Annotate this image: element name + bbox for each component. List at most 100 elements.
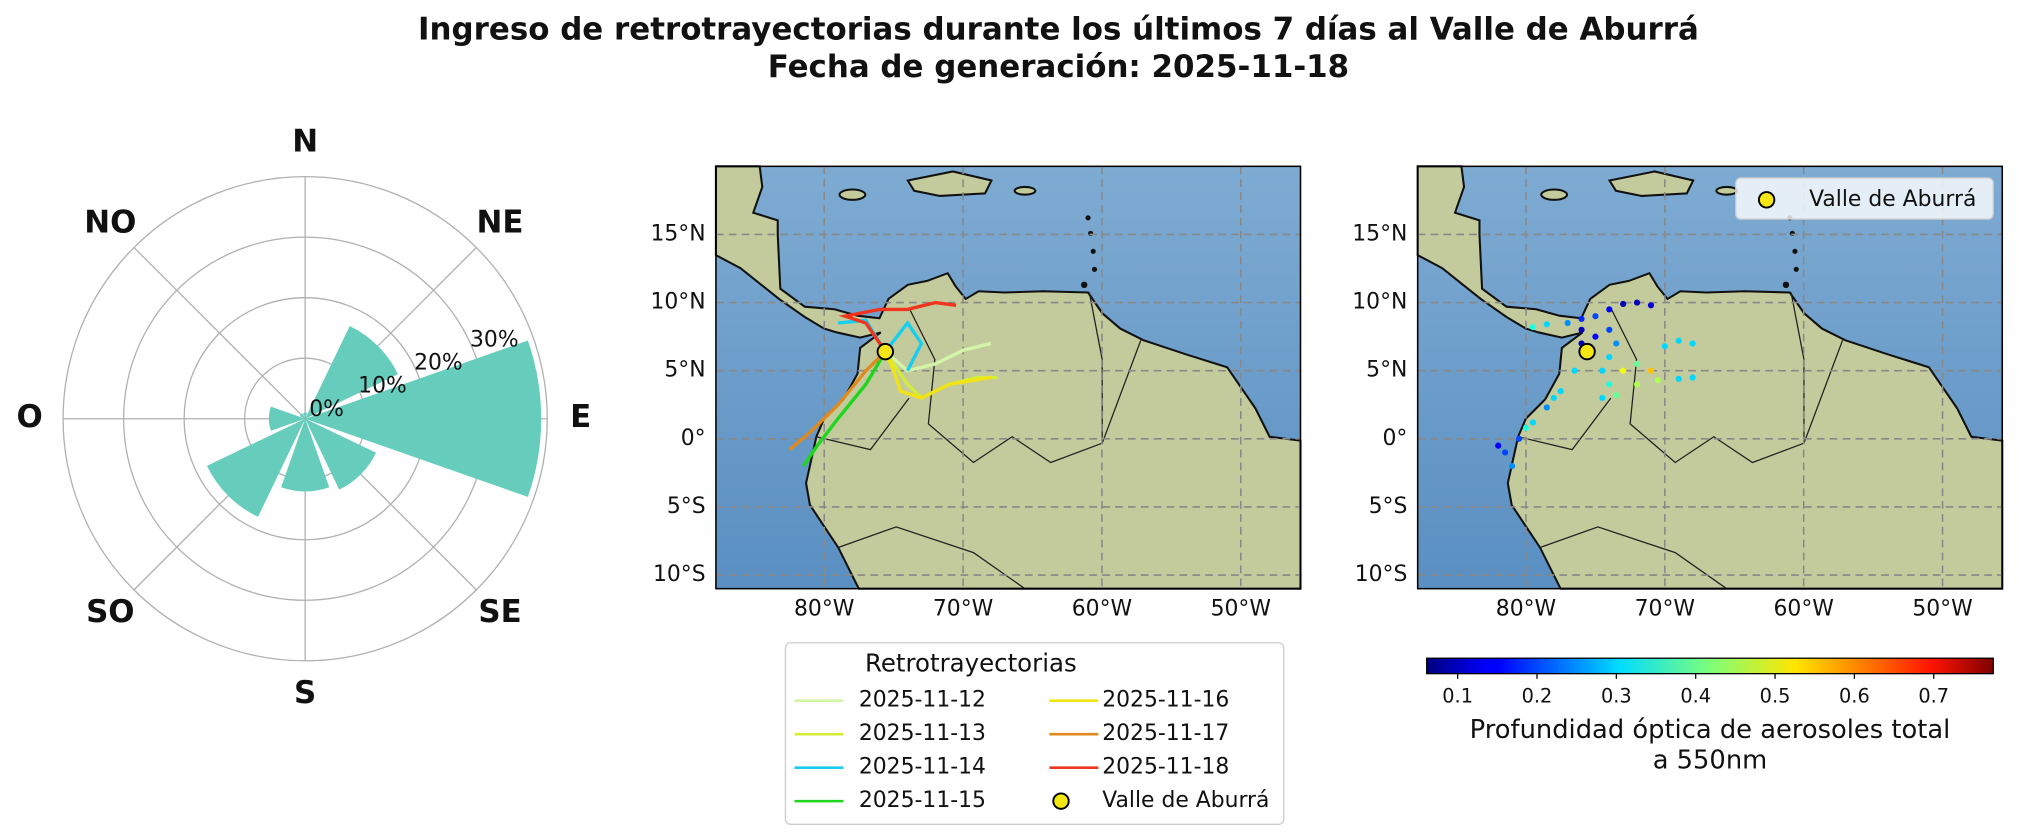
aerosol-point: [1606, 353, 1613, 361]
aerosol-point: [1620, 367, 1627, 374]
aerosol-point: [1543, 321, 1550, 328]
colorbar-tick-label: 0.7: [1918, 684, 1949, 707]
direction-label: N: [292, 124, 318, 160]
direction-label: E: [570, 399, 591, 435]
aerosol-point: [1633, 381, 1641, 388]
aerosol-point: [1654, 377, 1661, 384]
aerosol-point: [1529, 419, 1537, 426]
y-tick-label: 10°N: [650, 290, 705, 315]
map-trajectories: 80°W 70°W 60°W 50°W 10°S 5°S 0° 5°N 10°N 15°N Retr…: [650, 165, 1302, 825]
y-tick-label: 5°N: [664, 358, 705, 383]
wedge: [305, 325, 398, 419]
legend-label: 2025-11-12: [859, 688, 986, 713]
spoke: [133, 247, 306, 420]
legend-label: 2025-11-17: [1102, 721, 1229, 746]
aerosol-point: [1689, 340, 1696, 347]
aerosol-point: [1564, 319, 1571, 327]
trajectory: [883, 350, 992, 400]
y-tick-label: 5°S: [1369, 494, 1408, 519]
colorbar-tick-label: 0.3: [1601, 684, 1632, 707]
aerosol-point: [1592, 313, 1599, 320]
aerosol-point: [1529, 324, 1537, 331]
direction-label: SO: [86, 594, 135, 630]
y-tick-label: 0°: [681, 426, 706, 451]
wind-rose: N NE E SE S SO O NO 0% 10% 20% 30%: [16, 124, 591, 711]
x-tick-label: 50°W: [1211, 596, 1271, 621]
wedge: [305, 340, 542, 497]
aerosol-point: [1647, 367, 1655, 374]
colorbar-tick-label: 0.5: [1760, 684, 1791, 707]
y-tick-label: 10°N: [1352, 290, 1407, 315]
legend-label: Valle de Aburrá: [1102, 788, 1269, 813]
site-marker: [1578, 342, 1596, 361]
basemap: [1416, 165, 2004, 590]
colorbar-tick-label: 0.4: [1680, 684, 1711, 707]
x-tick-label: 60°W: [1072, 596, 1132, 621]
trajectory: [884, 341, 992, 373]
trajectory: [802, 350, 887, 468]
r-tick-label: 0%: [309, 397, 344, 422]
aerosol-point: [1571, 367, 1578, 374]
legend-label: Valle de Aburrá: [1809, 187, 1976, 212]
aerosol-point: [1592, 333, 1599, 340]
aerosol-point: [1675, 337, 1682, 344]
wedge: [299, 413, 306, 419]
r-tick-label: 10%: [358, 374, 407, 399]
aerosol-point: [1620, 300, 1627, 308]
aerosol-point: [1509, 462, 1516, 470]
colorbar-tick-label: 0.1: [1442, 684, 1473, 707]
aerosol-point: [1599, 394, 1606, 402]
y-tick-label: 5°S: [667, 494, 706, 519]
aerosol-point: [1543, 404, 1550, 411]
aerosol-point: [1550, 394, 1557, 402]
title: Ingreso de retrotrayectorias durante los…: [418, 12, 1699, 48]
wedge: [206, 418, 306, 517]
aerosol-point: [1689, 374, 1696, 381]
direction-label: O: [16, 399, 42, 435]
legend-box: [1735, 177, 1994, 220]
aerosol-point: [1613, 340, 1620, 347]
legend: Retrotrayectorias 2025-11-12 2025-11-13 202…: [784, 642, 1285, 825]
wedge: [303, 412, 308, 419]
y-tick-label: 5°N: [1366, 358, 1407, 383]
aerosol-point: [1606, 381, 1613, 388]
frame: [715, 165, 1302, 590]
aerosol-point: [1633, 360, 1641, 367]
legend-marker: [1052, 792, 1070, 810]
aerosol-point: [1578, 315, 1585, 323]
frame: [1416, 165, 2004, 590]
legend-label: 2025-11-15: [859, 788, 986, 813]
aerosol-point: [1675, 375, 1682, 382]
direction-label: NO: [84, 204, 136, 240]
aerosol-point: [1522, 424, 1530, 432]
x-tick-label: 80°W: [794, 596, 854, 621]
legend-box: [784, 642, 1285, 825]
r-tick-label: 30%: [470, 327, 519, 352]
basemap: [714, 165, 1302, 590]
y-tick-label: 15°N: [1352, 221, 1407, 246]
y-tick-label: 0°: [1383, 426, 1408, 451]
aerosol-point: [1661, 343, 1668, 350]
colorbar-tick-label: 0.2: [1522, 684, 1553, 707]
direction-label: NE: [477, 204, 524, 240]
wedge: [268, 406, 306, 431]
r-tick-label: 20%: [414, 351, 463, 376]
trajectory: [838, 300, 957, 353]
trajectory: [788, 350, 887, 451]
colorbar: [1426, 657, 1994, 675]
aerosol-point: [1578, 326, 1585, 333]
x-tick-label: 80°W: [1496, 596, 1556, 621]
aerosol-point: [1495, 442, 1502, 449]
x-tick-label: 60°W: [1773, 596, 1833, 621]
aerosol-point: [1606, 306, 1613, 313]
wedge: [281, 418, 330, 492]
x-tick-label: 50°W: [1912, 596, 1972, 621]
aerosol-point: [1502, 449, 1509, 456]
aerosol-point: [1599, 367, 1606, 374]
legend-title: Retrotrayectorias: [865, 649, 1077, 678]
colorbar-tick-label: 0.6: [1839, 684, 1870, 707]
y-tick-label: 10°S: [1355, 562, 1408, 587]
legend-marker: [1757, 191, 1776, 209]
aerosol-point: [1557, 388, 1564, 395]
